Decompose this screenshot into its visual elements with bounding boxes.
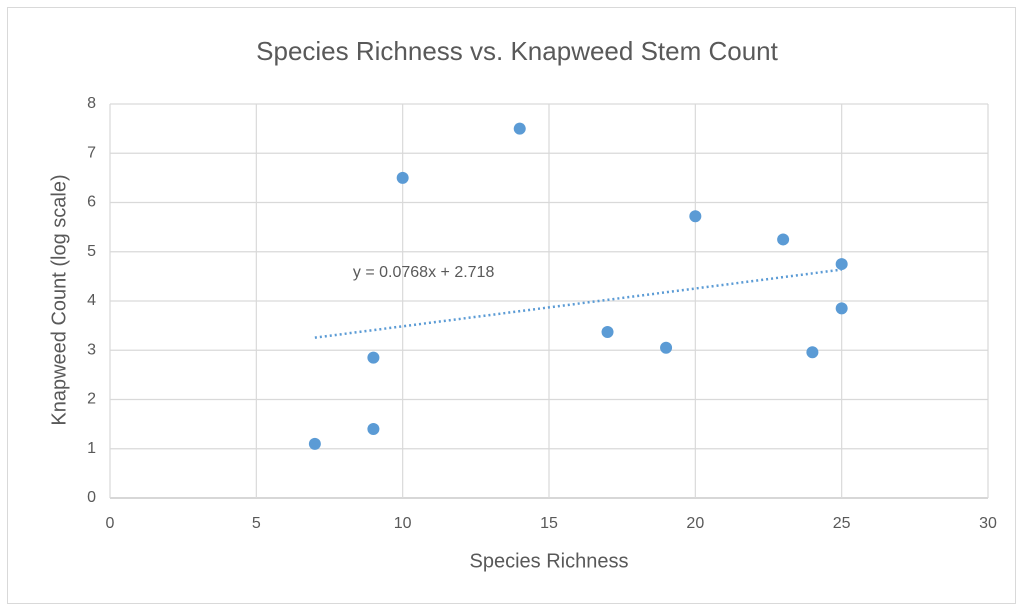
y-tick-label: 1: [87, 440, 96, 457]
point: [835, 258, 848, 271]
point: [806, 346, 819, 359]
trendline: [314, 268, 842, 339]
y-axis-label: Knapweed Count (log scale): [48, 174, 70, 425]
y-tick-label: 0: [87, 489, 96, 506]
point: [367, 351, 380, 364]
chart-frame: [7, 7, 1016, 604]
y-tick-label: 6: [87, 194, 96, 211]
chart-title: Species Richness vs. Knapweed Stem Count: [256, 36, 778, 66]
point: [601, 326, 614, 339]
x-tick-label: 15: [540, 515, 558, 532]
y-tick-label: 3: [87, 341, 96, 358]
point: [835, 302, 848, 315]
y-tick-label: 2: [87, 391, 96, 408]
y-tick-label: 8: [87, 95, 96, 112]
x-tick-label: 5: [252, 515, 261, 532]
point: [367, 423, 380, 436]
point: [396, 171, 409, 184]
trendline-label: y = 0.0768x + 2.718: [353, 264, 495, 281]
point: [660, 341, 673, 354]
y-tick-label: 4: [87, 292, 96, 309]
y-tick-label: 5: [87, 243, 96, 260]
x-tick-label: 0: [106, 515, 115, 532]
point: [513, 122, 526, 135]
point: [308, 437, 321, 450]
x-axis-label: Species Richness: [470, 550, 629, 572]
x-tick-label: 20: [686, 515, 704, 532]
x-tick-label: 10: [394, 515, 412, 532]
x-tick-label: 25: [833, 515, 851, 532]
x-tick-label: 30: [979, 515, 997, 532]
point: [777, 233, 790, 246]
point: [689, 210, 702, 223]
y-tick-label: 7: [87, 144, 96, 161]
